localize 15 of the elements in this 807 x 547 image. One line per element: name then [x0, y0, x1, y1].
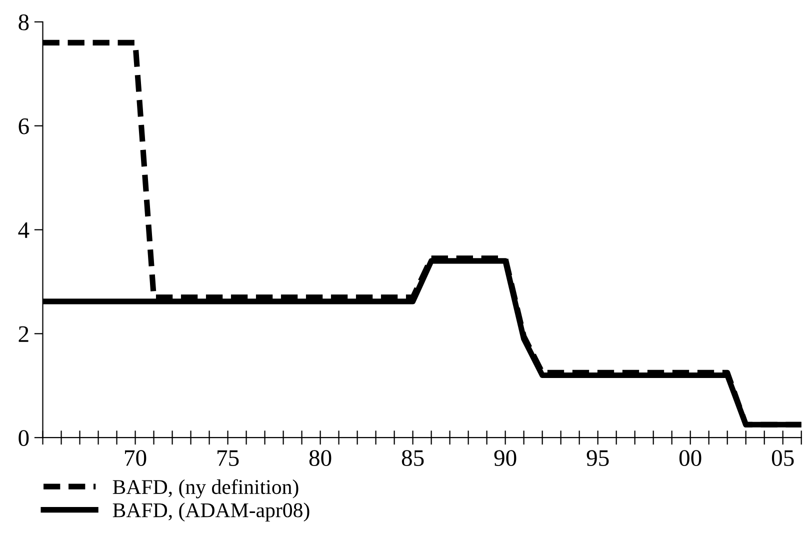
y-tick-label: 8	[18, 14, 29, 30]
x-tick-label: 85	[402, 450, 424, 466]
x-tick-label: 75	[218, 450, 239, 466]
y-tick-label: 6	[18, 118, 29, 134]
y-tick-label: 0	[18, 430, 29, 446]
y-tick-label: 2	[18, 326, 28, 342]
legend-label: BAFD, (ny definition)	[112, 479, 298, 498]
x-tick-label: 70	[125, 450, 146, 466]
x-tick-label: 00	[679, 450, 702, 466]
x-tick-label: 80	[309, 450, 332, 466]
x-tick-label: 95	[586, 450, 609, 466]
x-tick-label: 90	[494, 450, 516, 466]
x-tick-label: 05	[772, 450, 794, 466]
legend-label: BAFD, (ADAM-apr08)	[112, 502, 310, 522]
y-tick-label: 4	[18, 222, 30, 238]
